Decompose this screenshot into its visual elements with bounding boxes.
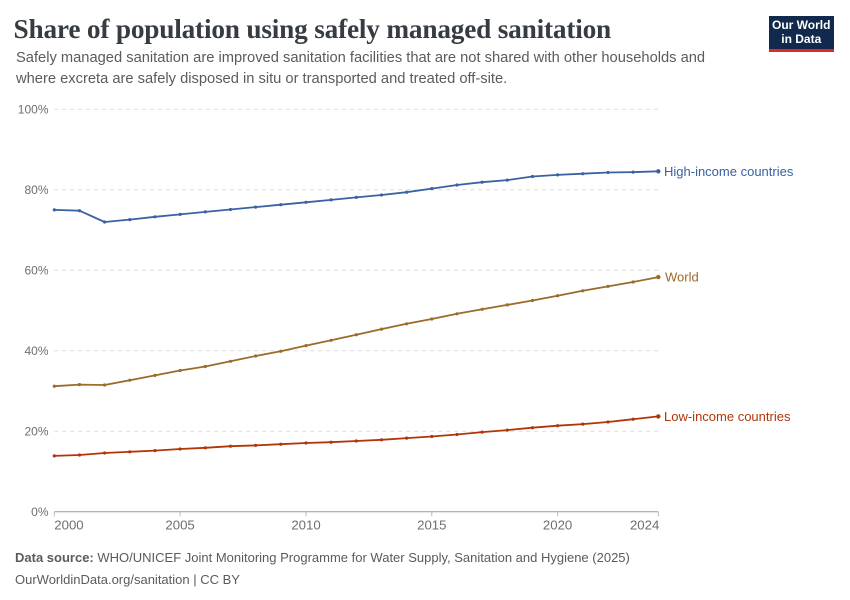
svg-text:2020: 2020	[543, 518, 572, 533]
svg-text:Low-income countries: Low-income countries	[664, 409, 791, 424]
svg-text:World: World	[665, 270, 699, 285]
svg-text:2000: 2000	[54, 518, 83, 533]
svg-text:100%: 100%	[18, 102, 49, 116]
svg-text:High-income countries: High-income countries	[664, 164, 794, 179]
svg-text:40%: 40%	[24, 344, 48, 358]
svg-text:20%: 20%	[24, 424, 48, 438]
svg-text:2015: 2015	[417, 518, 446, 533]
svg-text:80%: 80%	[24, 183, 48, 197]
svg-text:0%: 0%	[31, 505, 49, 519]
svg-text:2010: 2010	[291, 518, 320, 533]
svg-text:2024: 2024	[630, 518, 659, 533]
svg-text:2005: 2005	[165, 518, 194, 533]
svg-text:60%: 60%	[24, 263, 48, 277]
